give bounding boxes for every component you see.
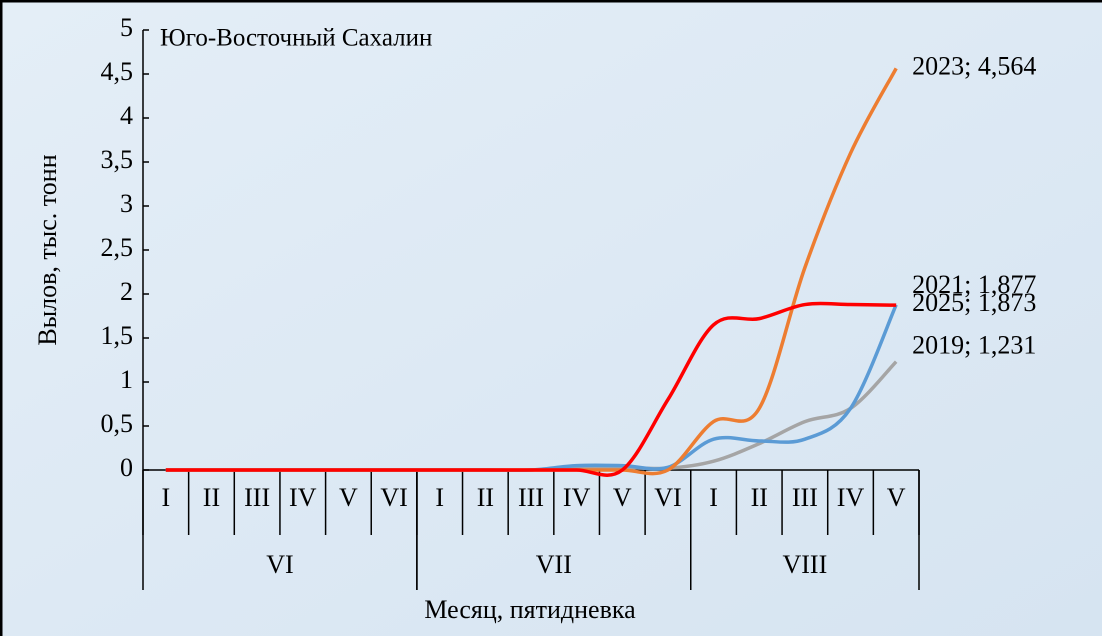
chart: Юго-Восточный Сахалин Месяц, пятидневка … [0, 0, 1102, 636]
x-tick-label: II [203, 483, 220, 512]
page: {"chart_data": { "type": "line", "title"… [0, 0, 1102, 636]
y-tick-label: 3,5 [101, 145, 134, 174]
x-tick-label: IV [563, 483, 591, 512]
x-tick-label: IV [289, 483, 317, 512]
data-label: 2019; 1,231 [912, 331, 1036, 360]
background [0, 0, 1102, 636]
x-tick-label: III [244, 483, 270, 512]
data-label: 2025; 1,873 [912, 288, 1036, 317]
x-tick-label: V [613, 483, 632, 512]
y-axis-title: Вылов, тыс. тонн [33, 154, 62, 345]
y-tick-label: 1,5 [101, 321, 134, 350]
y-tick-label: 4 [120, 101, 133, 130]
x-tick-label: IV [837, 483, 865, 512]
y-tick-label: 2 [120, 277, 133, 306]
x-tick-label: III [792, 483, 818, 512]
x-tick-label: II [477, 483, 494, 512]
y-tick-label: 4,5 [101, 57, 134, 86]
y-tick-label: 0,5 [101, 409, 134, 438]
x-tick-label: V [339, 483, 358, 512]
x-axis-title: Месяц, пятидневка [424, 595, 636, 624]
chart-title: Юго-Восточный Сахалин [160, 25, 432, 52]
x-tick-label: VI [654, 483, 681, 512]
x-tick-label: I [435, 483, 444, 512]
x-group-label: VIII [782, 550, 827, 579]
x-group-label: VI [266, 550, 293, 579]
y-tick-label: 3 [120, 189, 133, 218]
y-tick-label: 0 [120, 453, 133, 482]
y-tick-label: 2,5 [101, 233, 134, 262]
y-tick-label: 5 [120, 13, 133, 42]
x-group-label: VII [536, 550, 572, 579]
x-tick-label: V [887, 483, 906, 512]
x-tick-label: VI [380, 483, 407, 512]
x-tick-label: I [709, 483, 718, 512]
x-tick-label: III [518, 483, 544, 512]
x-tick-label: I [161, 483, 170, 512]
data-label: 2023; 4,564 [912, 51, 1036, 80]
y-tick-label: 1 [120, 365, 133, 394]
x-tick-label: II [751, 483, 768, 512]
